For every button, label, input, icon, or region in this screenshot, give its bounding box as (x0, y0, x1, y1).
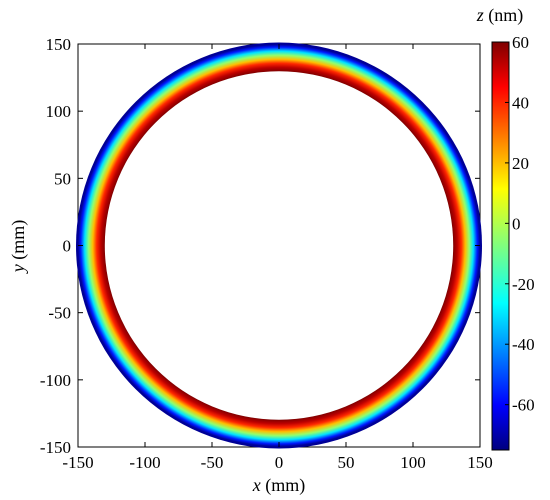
colorbar-ticks: 60 40 20 0 -20 -40 -60 (505, 33, 535, 415)
y-tick-label: 50 (54, 169, 71, 188)
y-tick-label: 150 (46, 35, 72, 54)
colorbar-tick-label: -20 (512, 275, 535, 294)
x-tick-label: 50 (338, 453, 355, 472)
colorbar-gradient (491, 41, 510, 451)
x-axis-label: x (mm) (252, 475, 306, 496)
x-axis-ticks: -150 -100 -50 0 50 100 150 (62, 44, 493, 472)
x-tick-label: -50 (201, 453, 224, 472)
y-tick-label: -100 (40, 371, 71, 390)
x-tick-label: -100 (129, 453, 160, 472)
colorbar-tick-label: -60 (512, 396, 535, 415)
annulus-ring (76, 42, 482, 450)
colorbar: 60 40 20 0 -20 -40 -60 z (nm) (476, 5, 535, 451)
colorbar-label: z (nm) (476, 5, 524, 26)
colorbar-tick-label: 60 (512, 33, 529, 52)
x-tick-label: 0 (275, 453, 284, 472)
colorbar-tick-label: 40 (512, 93, 529, 112)
x-tick-label: 150 (467, 453, 493, 472)
colorbar-tick-label: 20 (512, 154, 529, 173)
y-tick-label: 100 (46, 102, 72, 121)
y-tick-label: 0 (63, 237, 72, 256)
x-tick-label: 100 (400, 453, 426, 472)
y-tick-label: -150 (40, 438, 71, 457)
y-axis-ticks: -150 -100 -50 0 50 100 150 (40, 35, 480, 457)
colorbar-tick-label: -40 (512, 335, 535, 354)
y-axis-label: y (mm) (8, 220, 29, 275)
y-tick-label: -50 (48, 304, 71, 323)
plot-area (76, 42, 482, 450)
colorbar-tick-label: 0 (512, 214, 521, 233)
x-tick-label: -150 (62, 453, 93, 472)
